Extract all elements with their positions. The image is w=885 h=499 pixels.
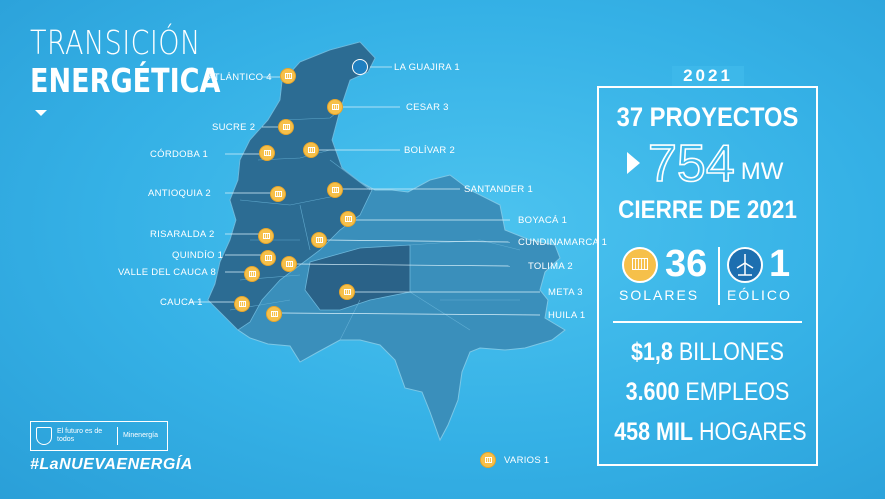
hashtag: #LaNUEVAENERGÍA [30, 456, 193, 473]
jobs-line: 3.600 EMPLEOS [614, 378, 801, 407]
summary-panel: 37 PROYECTOS 754 MW CIERRE DE 2021 36 1 … [597, 86, 818, 466]
solar-count: 36 [665, 243, 708, 285]
logo-slogan: El futuro es de todos [57, 428, 103, 443]
projects-count: 37 PROYECTOS [616, 102, 799, 132]
solar-pin-cesar [327, 99, 343, 115]
solar-pin-huila [266, 306, 282, 322]
chevron-down-icon [35, 110, 47, 116]
region-label: VALLE DEL CAUCA 8 [118, 267, 217, 278]
solar-pin-tolima [281, 256, 297, 272]
region-label: HUILA 1 [548, 310, 586, 321]
solar-pin-cundinamarca [311, 232, 327, 248]
logo-divider [117, 427, 118, 445]
region-label: BOYACÁ 1 [518, 215, 568, 226]
investment-line: $1,8 BILLONES [614, 338, 801, 367]
wind-turbine-icon [727, 247, 763, 283]
solar-pin-valle [244, 266, 260, 282]
investment-unit: BILLONES [678, 338, 784, 366]
solar-label: SOLARES [619, 287, 700, 303]
map-region-meta [304, 244, 411, 311]
energy-breakdown: 36 1 SOLARES EÓLICO [617, 243, 807, 305]
capacity-row: 754 MW [627, 135, 784, 193]
jobs-unit: EMPLEOS [685, 378, 790, 406]
solar-pin-sucre [278, 119, 294, 135]
panel-separator [613, 321, 802, 323]
divider [718, 247, 720, 305]
homes-line: 458 MIL HOGARES [614, 418, 806, 447]
region-label: ATLÁNTICO 4 [208, 72, 272, 83]
homes-unit: HOGARES [699, 418, 807, 446]
region-label: CUNDINAMARCA 1 [518, 237, 608, 248]
investment-value: $1,8 [631, 338, 673, 366]
region-label: ANTIOQUIA 2 [148, 188, 211, 199]
region-label: CÓRDOBA 1 [150, 149, 209, 160]
solar-panel-icon [622, 247, 658, 283]
region-label: LA GUAJIRA 1 [394, 62, 460, 73]
region-label: QUINDÍO 1 [172, 250, 224, 261]
region-label: RISARALDA 2 [150, 229, 215, 240]
solar-pin-antioquia [270, 186, 286, 202]
title-line-1: TRANSICIÓN [30, 23, 201, 62]
solar-pin-risaralda [258, 228, 274, 244]
region-label: CAUCA 1 [160, 297, 203, 308]
jobs-value: 3.600 [625, 378, 680, 406]
page-title: TRANSICIÓN ENERGÉTICA [30, 23, 262, 116]
region-label: META 3 [548, 287, 583, 298]
solar-pin-quindio [260, 250, 276, 266]
region-label: TOLIMA 2 [528, 261, 573, 272]
year-badge: 2021 [672, 66, 744, 86]
solar-pin-atlantico [280, 68, 296, 84]
solar-pin-boyaca [340, 211, 356, 227]
logo-ministry: Minenergía [123, 432, 159, 439]
title-line-2: ENERGÉTICA [30, 61, 221, 100]
region-label: VARIOS 1 [504, 455, 550, 466]
capacity-unit: MW [740, 158, 784, 185]
region-label: BOLÍVAR 2 [404, 145, 456, 156]
solar-pin-santander [327, 182, 343, 198]
solar-pin-cauca [234, 296, 250, 312]
wind-label: EÓLICO [727, 287, 792, 303]
wind-count: 1 [769, 243, 791, 285]
region-label: SANTANDER 1 [464, 184, 534, 195]
closing-label: CIERRE DE 2021 [618, 196, 797, 224]
wind-pin-la-guajira [352, 59, 368, 75]
solar-pin-bolivar [303, 142, 319, 158]
play-arrow-icon [627, 152, 640, 174]
solar-pin-cordoba [259, 145, 275, 161]
solar-pin-varios [480, 452, 496, 468]
capacity-value: 754 [647, 135, 735, 193]
government-logo: El futuro es de todos Minenergía [30, 421, 168, 451]
solar-pin-meta [339, 284, 355, 300]
coat-of-arms-icon [36, 427, 52, 445]
homes-value: 458 MIL [614, 418, 694, 446]
region-label: SUCRE 2 [212, 122, 256, 133]
region-label: CESAR 3 [406, 102, 449, 113]
